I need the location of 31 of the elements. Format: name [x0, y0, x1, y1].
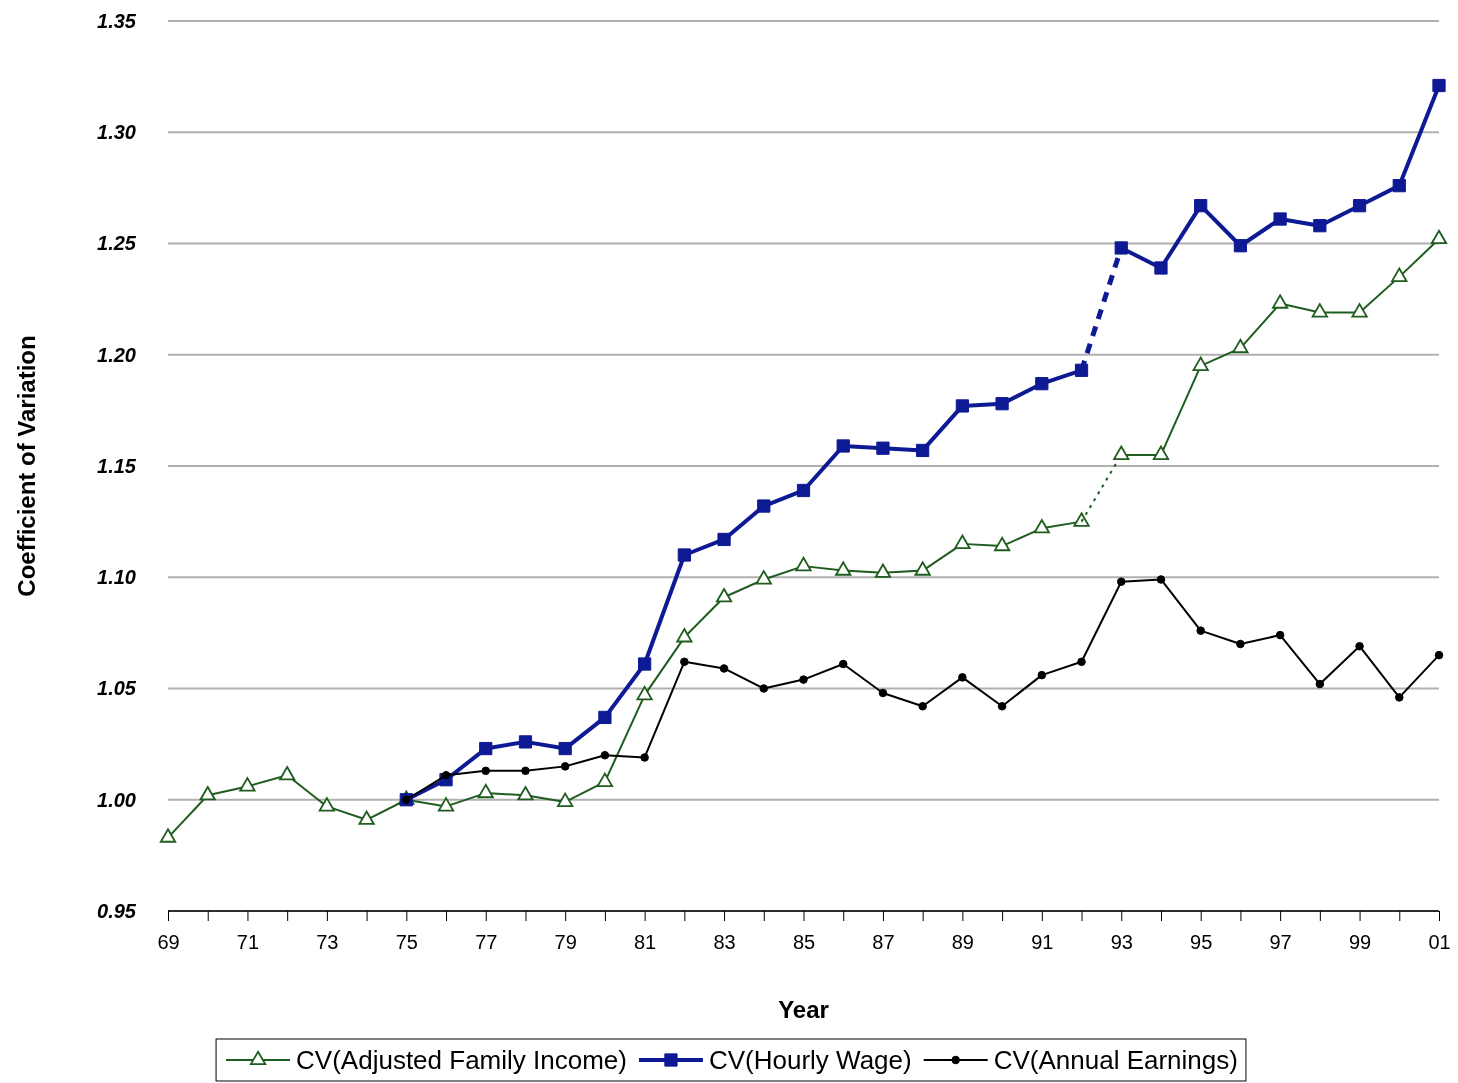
legend-label: CV(Hourly Wage) — [708, 1045, 912, 1075]
x-tick-label: 89 — [951, 931, 974, 954]
x-tick-label: 77 — [475, 931, 498, 954]
x-tick-label: 73 — [316, 931, 339, 954]
x-axis-title: Year — [778, 996, 829, 1023]
x-tick-label: 99 — [1348, 931, 1372, 954]
x-tick-label: 81 — [634, 931, 657, 954]
x-tick-label: 71 — [236, 931, 260, 954]
y-tick-label: 1.05 — [97, 677, 137, 700]
x-tick-label: 83 — [713, 931, 736, 954]
x-tick-label: 87 — [872, 931, 895, 954]
y-tick-label: 1.25 — [97, 232, 137, 255]
legend-label: CV(Adjusted Family Income) — [296, 1045, 627, 1075]
y-tick-label: 1.30 — [97, 121, 136, 144]
x-tick-label: 95 — [1190, 931, 1213, 954]
y-tick-label: 1.00 — [97, 788, 136, 811]
x-tick-label: 79 — [554, 931, 577, 954]
x-tick-label: 85 — [792, 931, 816, 954]
x-tick-label: 97 — [1269, 931, 1292, 954]
x-tick-label: 01 — [1428, 931, 1451, 954]
x-tick-label: 93 — [1110, 931, 1133, 954]
y-tick-label: 1.15 — [97, 454, 137, 477]
y-tick-label: 1.10 — [97, 566, 136, 589]
y-tick-label: 1.20 — [97, 343, 136, 366]
y-axis-title: Coefficient of Variation — [13, 335, 40, 597]
x-tick-label: 75 — [395, 931, 418, 954]
legend-label: CV(Annual Earnings) — [993, 1045, 1238, 1075]
x-tick-label: 69 — [157, 931, 180, 954]
y-tick-label: 1.35 — [97, 9, 137, 32]
y-tick-label: 0.95 — [97, 899, 137, 922]
x-tick-label: 91 — [1031, 931, 1054, 954]
